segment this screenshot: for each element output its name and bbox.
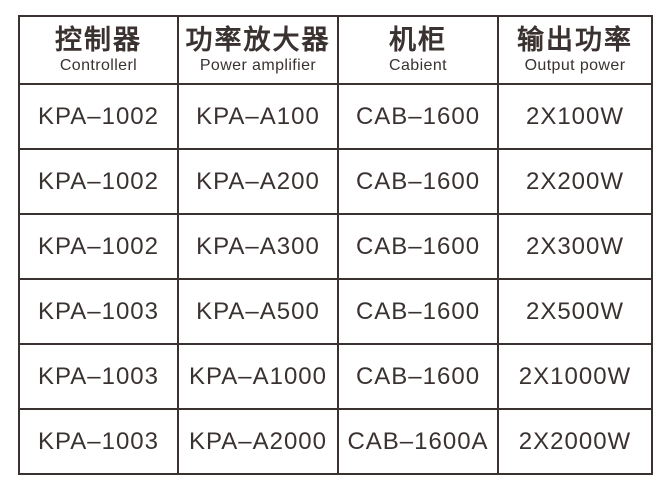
table-row: KPA–1002 KPA–A100 CAB–1600 2X100W [18, 83, 653, 150]
cell-output: 2X200W [497, 148, 653, 215]
cell-amplifier: KPA–A500 [177, 278, 339, 345]
cell-cabinet: CAB–1600 [337, 213, 499, 280]
header-controller-zh: 控制器 [55, 25, 142, 56]
cell-cabinet: CAB–1600 [337, 278, 499, 345]
product-spec-table: 控制器 Controllerl 功率放大器 Power amplifier 机柜… [18, 15, 653, 475]
table-row: KPA–1002 KPA–A300 CAB–1600 2X300W [18, 213, 653, 280]
header-cell-power-amplifier: 功率放大器 Power amplifier [177, 15, 339, 85]
cell-controller: KPA–1002 [18, 148, 179, 215]
header-controller-en: Controllerl [59, 57, 138, 75]
cell-amplifier: KPA–A2000 [177, 408, 339, 475]
header-row: 控制器 Controllerl 功率放大器 Power amplifier 机柜… [18, 15, 653, 85]
cell-controller: KPA–1002 [18, 83, 179, 150]
header-cabinet-zh: 机柜 [389, 25, 447, 56]
header-cell-cabinet: 机柜 Cabient [337, 15, 499, 85]
cell-controller: KPA–1003 [18, 408, 179, 475]
header-cell-output-power: 输出功率 Output power [497, 15, 653, 85]
header-output-power-zh: 输出功率 [517, 25, 633, 56]
table-row: KPA–1003 KPA–A500 CAB–1600 2X500W [18, 278, 653, 345]
header-power-amplifier-en: Power amplifier [199, 57, 317, 75]
cell-cabinet: CAB–1600A [337, 408, 499, 475]
cell-cabinet: CAB–1600 [337, 148, 499, 215]
table-row: KPA–1003 KPA–A1000 CAB–1600 2X1000W [18, 343, 653, 410]
table-body: KPA–1002 KPA–A100 CAB–1600 2X100W KPA–10… [18, 83, 653, 475]
cell-output: 2X500W [497, 278, 653, 345]
header-cell-controller: 控制器 Controllerl [18, 15, 179, 85]
header-output-power-en: Output power [524, 57, 626, 75]
cell-cabinet: CAB–1600 [337, 83, 499, 150]
cell-cabinet: CAB–1600 [337, 343, 499, 410]
cell-amplifier: KPA–A200 [177, 148, 339, 215]
table-row: KPA–1002 KPA–A200 CAB–1600 2X200W [18, 148, 653, 215]
cell-output: 2X300W [497, 213, 653, 280]
cell-amplifier: KPA–A300 [177, 213, 339, 280]
cell-output: 2X1000W [497, 343, 653, 410]
header-cabinet-en: Cabient [389, 57, 447, 75]
header-power-amplifier-zh: 功率放大器 [185, 25, 331, 56]
cell-output: 2X100W [497, 83, 653, 150]
cell-controller: KPA–1003 [18, 343, 179, 410]
table-row: KPA–1003 KPA–A2000 CAB–1600A 2X2000W [18, 408, 653, 475]
cell-amplifier: KPA–A1000 [177, 343, 339, 410]
table-header: 控制器 Controllerl 功率放大器 Power amplifier 机柜… [18, 15, 653, 85]
cell-controller: KPA–1003 [18, 278, 179, 345]
cell-output: 2X2000W [497, 408, 653, 475]
cell-amplifier: KPA–A100 [177, 83, 339, 150]
cell-controller: KPA–1002 [18, 213, 179, 280]
